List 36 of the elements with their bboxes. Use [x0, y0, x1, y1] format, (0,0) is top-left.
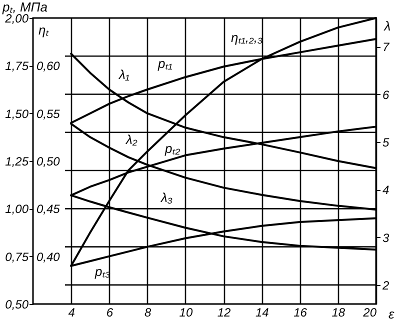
y3-tick-label: 0,60: [36, 59, 60, 74]
x-tick-label: 12: [217, 306, 232, 320]
y3-tick-label: 0,40: [36, 250, 60, 264]
y2-tick-label: 4: [382, 183, 390, 198]
y2-axis-title: λ: [383, 18, 391, 34]
x-tick-label: 10: [179, 306, 193, 320]
x-tick-label: 4: [68, 306, 76, 320]
y2-tick-label: 3: [382, 230, 390, 245]
y3-tick-label: 0,55: [36, 106, 60, 121]
y-tick-label: 0,50: [5, 298, 29, 312]
x-tick-label: 14: [255, 306, 270, 320]
x-tick-label: 18: [332, 306, 346, 320]
y3-axis-title: ηₜ: [38, 22, 50, 38]
y-axis-title: pₜ, МПа: [2, 0, 48, 14]
y2-tick-label: 6: [382, 88, 390, 102]
series-label: pₜ₁: [157, 56, 172, 71]
y-tick-label: 1,75: [5, 59, 29, 74]
y-tick-label: 1,25: [5, 154, 29, 168]
y2-tick-label: 7: [382, 40, 390, 54]
y-tick-label: 1,00: [5, 202, 29, 216]
y2-tick-label: 2: [382, 278, 390, 292]
x-tick-label: 16: [294, 306, 308, 320]
x-tick-label: 8: [144, 306, 152, 320]
series-label: ηₜ₁,₂,₃: [231, 30, 263, 45]
series-label: pₜ₂: [164, 141, 180, 156]
y-tick-label: 0,75: [5, 250, 29, 264]
series-label: λ₃: [160, 190, 173, 205]
x-tick-label: 6: [106, 306, 114, 320]
y3-tick-label: 0,45: [36, 202, 60, 216]
series-label: λ₁: [118, 67, 130, 82]
y-tick-label: 1,50: [5, 106, 29, 121]
x-axis-title: ε: [388, 306, 394, 321]
y3-tick-label: 0,50: [36, 154, 60, 168]
x-tick-label: 20: [362, 306, 377, 320]
y2-tick-label: 5: [382, 135, 390, 150]
series-label: λ₂: [125, 132, 138, 147]
